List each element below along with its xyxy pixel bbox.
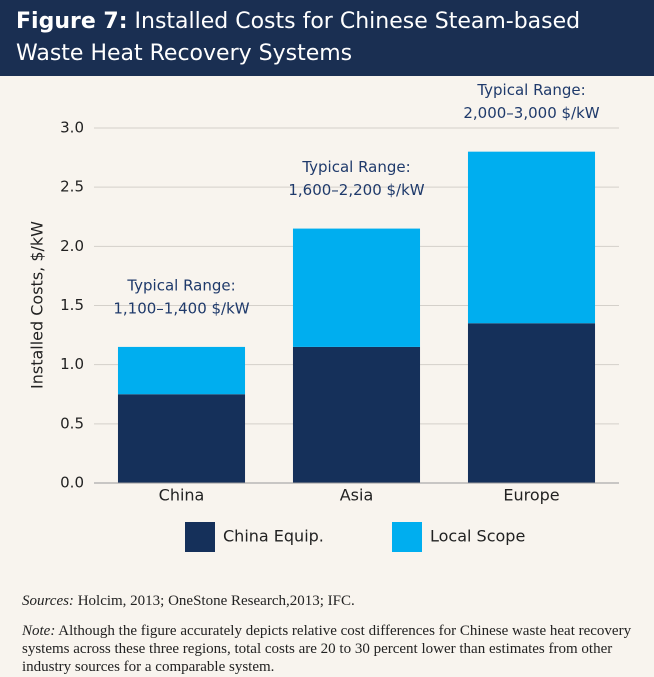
annotation: 2,000–3,000 $/kW — [463, 104, 599, 122]
annotation: 1,100–1,400 $/kW — [113, 299, 249, 317]
x-tick-label: Europe — [503, 486, 559, 505]
legend-label: China Equip. — [223, 527, 324, 546]
y-tick-label: 1.0 — [60, 355, 84, 373]
header: Figure 7: Installed Costs for Chinese St… — [0, 0, 654, 76]
chart: 0.0 0.5 1.0 1.5 2.0 2.5 3.0 Installed Costs, $/… — [28, 81, 619, 552]
y-tick-label: 1.5 — [60, 296, 84, 314]
sources-label: Sources: — [22, 593, 74, 609]
bar-segment — [467, 151, 596, 324]
bar-segment — [117, 394, 246, 483]
legend-swatch — [392, 522, 422, 552]
bar-segment — [292, 228, 421, 347]
note-label: Note: — [22, 623, 56, 639]
annotation: Typical Range: — [126, 276, 235, 294]
y-axis-label: Installed Costs, $/kW — [28, 221, 47, 389]
sources-text: Holcim, 2013; OneStone Research,2013; IF… — [77, 593, 355, 609]
bar-segment — [292, 346, 421, 483]
y-tick-label: 2.5 — [60, 178, 84, 196]
legend-label: Local Scope — [430, 527, 525, 546]
x-tick-label: Asia — [340, 486, 374, 505]
sources: Sources: Holcim, 2013; OneStone Research… — [22, 592, 642, 610]
note-text: Although the figure accurately depicts r… — [22, 623, 632, 675]
figure-label: Figure 7: — [16, 9, 128, 34]
annotation: 1,600–2,200 $/kW — [288, 181, 424, 199]
annotation: Typical Range: — [301, 158, 410, 176]
annotation: Typical Range: — [476, 81, 585, 99]
bar-segment — [467, 323, 596, 483]
y-tick-label: 0.5 — [60, 414, 84, 432]
bar-segment — [117, 346, 246, 395]
chart-title: Installed Costs for Chinese Steam-based … — [16, 9, 581, 66]
y-tick-label: 2.0 — [60, 237, 84, 255]
note: Note: Although the figure accurately dep… — [22, 622, 642, 676]
x-tick-label: China — [159, 486, 205, 505]
y-tick-label: 0.0 — [60, 474, 84, 492]
y-tick-label: 3.0 — [60, 119, 84, 137]
legend-swatch — [185, 522, 215, 552]
